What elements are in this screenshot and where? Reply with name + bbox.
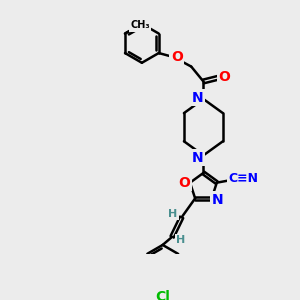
Text: O: O [171, 50, 183, 64]
Text: C≡N: C≡N [229, 172, 259, 185]
Text: H: H [176, 235, 185, 245]
Text: N: N [192, 91, 203, 105]
Text: N: N [192, 151, 203, 164]
Text: H: H [168, 209, 178, 219]
Text: O: O [219, 70, 230, 84]
Text: CH₃: CH₃ [130, 20, 150, 30]
Text: N: N [212, 193, 224, 207]
Text: O: O [178, 176, 190, 190]
Text: Cl: Cl [155, 290, 170, 300]
